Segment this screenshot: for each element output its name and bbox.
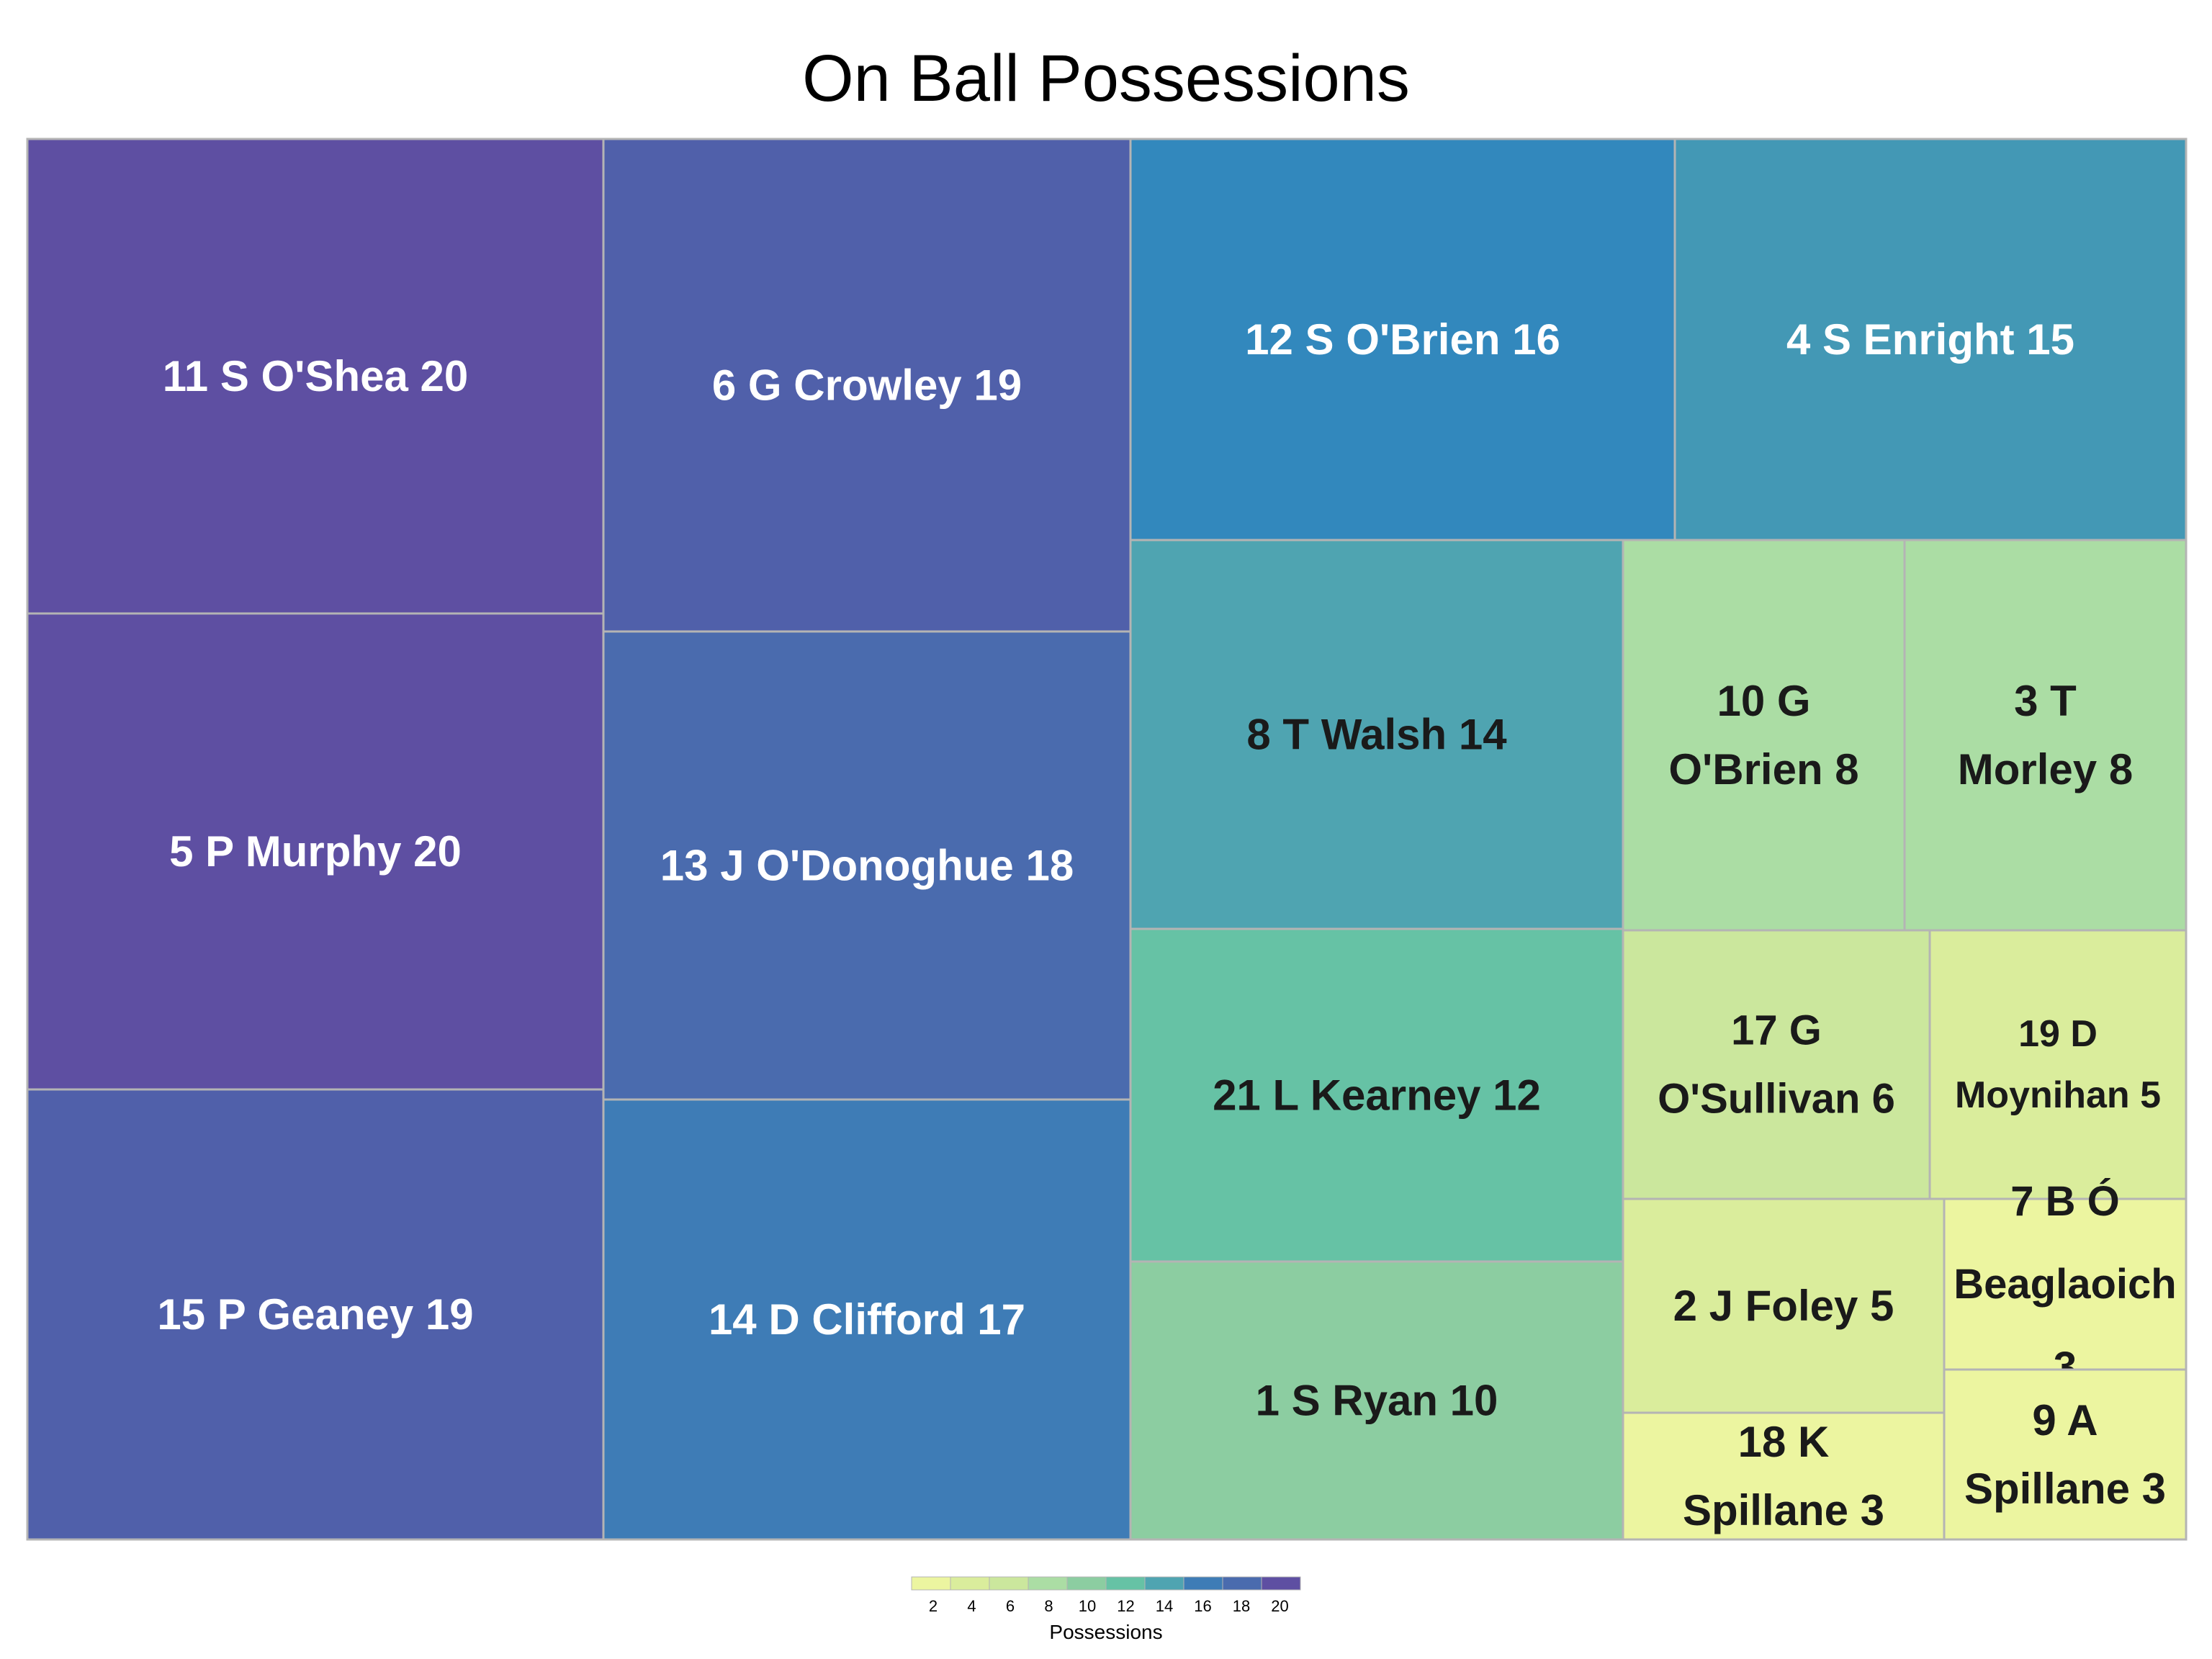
tile-label: 13 J O'Donoghue 18 bbox=[660, 842, 1074, 890]
tile-label: O'Brien 8 bbox=[1668, 745, 1858, 793]
treemap-tile-rect bbox=[602, 630, 1132, 1101]
treemap-tile: 10 G O'Brien 8 bbox=[1622, 539, 1906, 932]
legend-tick-label: 8 bbox=[1044, 1597, 1053, 1615]
treemap-tile: 4 S Enright 15 bbox=[1673, 138, 2188, 541]
legend-swatch bbox=[911, 1576, 951, 1591]
legend-tick-label: 6 bbox=[1006, 1597, 1015, 1615]
legend-swatch bbox=[1144, 1576, 1184, 1591]
color-legend: 2 4 6 8 10 12 14 16 18 20 Possessions bbox=[911, 1576, 1301, 1643]
tile-label: 1 S Ryan 10 bbox=[1256, 1377, 1498, 1425]
tile-label: 11 S O'Shea 20 bbox=[163, 352, 469, 400]
treemap-tile: 3 T Morley 8 bbox=[1903, 539, 2188, 932]
treemap-tile: 18 K Spillane 3 bbox=[1622, 1411, 1946, 1541]
treemap-tile-rect bbox=[1622, 929, 1931, 1200]
treemap-tile: 5 P Murphy 20 bbox=[26, 612, 605, 1091]
tile-label: 8 T Walsh 14 bbox=[1246, 711, 1507, 759]
legend-swatch bbox=[989, 1576, 1029, 1591]
legend-tick-label: 2 bbox=[929, 1597, 938, 1615]
legend-tick-label: 18 bbox=[1233, 1597, 1250, 1615]
tile-label: 2 J Foley 5 bbox=[1673, 1282, 1894, 1330]
treemap-tile: 13 J O'Donoghue 18 bbox=[602, 630, 1132, 1101]
legend-swatch bbox=[1183, 1576, 1223, 1591]
tile-label: 9 A bbox=[2032, 1396, 2098, 1444]
treemap-tile-rect bbox=[26, 1088, 605, 1541]
treemap-tile: 9 A Spillane 3 bbox=[1943, 1368, 2188, 1541]
tile-label: 10 G bbox=[1717, 677, 1810, 725]
treemap-tile: 1 S Ryan 10 bbox=[1129, 1260, 1624, 1541]
treemap-tile-rect bbox=[602, 1098, 1132, 1541]
treemap-tile-rect bbox=[1129, 138, 1676, 541]
legend-tick-label: 12 bbox=[1117, 1597, 1134, 1615]
treemap-tile: 19 D Moynihan 5 bbox=[1928, 929, 2188, 1200]
tile-label: Beaglaoich bbox=[1954, 1261, 2176, 1308]
tile-label: 12 S O'Brien 16 bbox=[1245, 315, 1560, 364]
legend-tick-label: 20 bbox=[1271, 1597, 1288, 1615]
treemap-tile: 12 S O'Brien 16 bbox=[1129, 138, 1676, 541]
tile-label: Moynihan 5 bbox=[1955, 1074, 2161, 1116]
legend-swatch bbox=[1066, 1576, 1107, 1591]
legend-tick-label: 10 bbox=[1079, 1597, 1096, 1615]
legend-tick-label: 14 bbox=[1156, 1597, 1173, 1615]
tile-label: 6 G Crowley 19 bbox=[712, 361, 1022, 410]
tile-label: 14 D Clifford 17 bbox=[709, 1295, 1025, 1344]
treemap-tile: 11 S O'Shea 20 bbox=[26, 138, 605, 615]
tile-label: 7 B Ó bbox=[2010, 1178, 2120, 1225]
treemap-tile: 8 T Walsh 14 bbox=[1129, 539, 1624, 930]
legend-title: Possessions bbox=[1049, 1621, 1162, 1643]
treemap-tile-rect bbox=[1903, 539, 2188, 932]
tile-label: 5 P Murphy 20 bbox=[169, 827, 462, 876]
treemap-tile-rect bbox=[26, 612, 605, 1091]
treemap-tile: 6 G Crowley 19 bbox=[602, 138, 1132, 633]
tile-label: O'Sullivan 6 bbox=[1658, 1076, 1895, 1123]
tile-label: 19 D bbox=[2018, 1013, 2098, 1055]
legend-swatch bbox=[1105, 1576, 1146, 1591]
treemap-tile-rect bbox=[1943, 1368, 2188, 1541]
treemap-tile-rect bbox=[1622, 539, 1906, 932]
treemap-tile-rect bbox=[1673, 138, 2188, 541]
tile-label: 18 K bbox=[1738, 1418, 1830, 1466]
legend-swatch bbox=[1222, 1576, 1262, 1591]
legend-swatch bbox=[1261, 1576, 1301, 1591]
legend-tick-label: 16 bbox=[1194, 1597, 1211, 1615]
chart-title: On Ball Possessions bbox=[802, 42, 1410, 115]
tile-label: 15 P Geaney 19 bbox=[157, 1290, 473, 1339]
treemap-tile-rect bbox=[26, 138, 605, 615]
treemap-tile: 17 G O'Sullivan 6 bbox=[1622, 929, 1931, 1200]
tile-label: Spillane 3 bbox=[1964, 1465, 2166, 1513]
treemap-tile-rect bbox=[1928, 929, 2188, 1200]
treemap-tiles: 11 S O'Shea 20 5 P Murphy 20 15 P Geaney 1… bbox=[26, 138, 2188, 1541]
treemap-tile-rect bbox=[1943, 1197, 2188, 1371]
treemap-tile-rect bbox=[1129, 927, 1624, 1263]
treemap-tile: 2 J Foley 5 bbox=[1622, 1197, 1946, 1414]
treemap-tile-rect bbox=[602, 138, 1132, 633]
legend-swatch bbox=[1028, 1576, 1068, 1591]
tile-label: 21 L Kearney 12 bbox=[1213, 1071, 1541, 1120]
treemap-tile: 14 D Clifford 17 bbox=[602, 1098, 1132, 1541]
treemap-tile-rect bbox=[1622, 1411, 1946, 1541]
treemap-tile: 15 P Geaney 19 bbox=[26, 1088, 605, 1541]
tile-label: Morley 8 bbox=[1958, 745, 2133, 793]
legend-tick-label: 4 bbox=[967, 1597, 976, 1615]
legend-swatch bbox=[950, 1576, 990, 1591]
tile-label: 17 G bbox=[1731, 1007, 1822, 1054]
tile-label: 4 S Enright 15 bbox=[1786, 315, 2074, 364]
tile-label: Spillane 3 bbox=[1683, 1486, 1884, 1534]
treemap-tile: 21 L Kearney 12 bbox=[1129, 927, 1624, 1263]
tile-label: 3 T bbox=[2014, 677, 2077, 725]
treemap-tile-rect bbox=[1622, 1197, 1946, 1414]
